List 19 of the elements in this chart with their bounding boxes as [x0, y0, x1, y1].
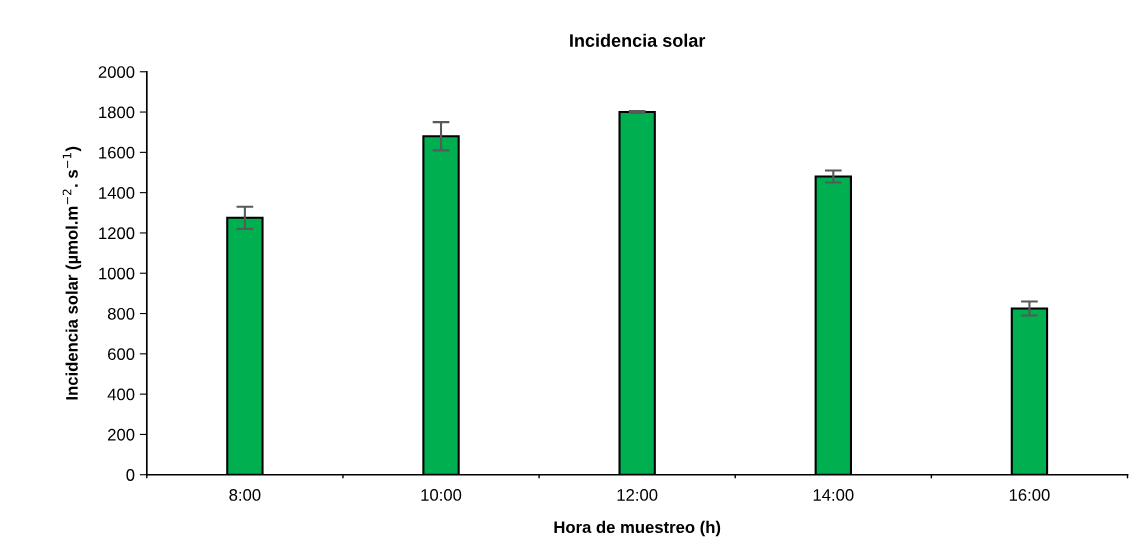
y-tick-label: 1200	[99, 227, 135, 240]
chart-title: Incidencia solar	[570, 33, 706, 47]
y-tick-label: 600	[108, 348, 135, 361]
y-axis-title: Incidencia solar (µmol.m$^{−2}$. s$^{−1}$)	[62, 146, 82, 400]
x-axis-title: Hora de muestreo (h)	[554, 520, 721, 537]
y-tick-label: 200	[108, 428, 135, 441]
x-tick-label: 14:00	[813, 489, 854, 501]
y-tick-label: 1800	[99, 106, 135, 119]
y-tick-label: 1600	[99, 146, 135, 159]
y-tick-label: 2000	[98, 66, 135, 78]
y-tick-label: 0	[126, 469, 135, 481]
y-tick-label: 1400	[99, 187, 135, 199]
y-tick-label: 1000	[99, 267, 135, 280]
x-tick-label: 8:00	[229, 489, 261, 501]
y-tick-label: 400	[107, 388, 135, 401]
x-tick-label: 10:00	[421, 489, 462, 501]
x-tick-label: 16:00	[1009, 489, 1050, 501]
x-tick-label: 12:00	[617, 489, 658, 501]
y-tick-label: 800	[107, 307, 135, 320]
